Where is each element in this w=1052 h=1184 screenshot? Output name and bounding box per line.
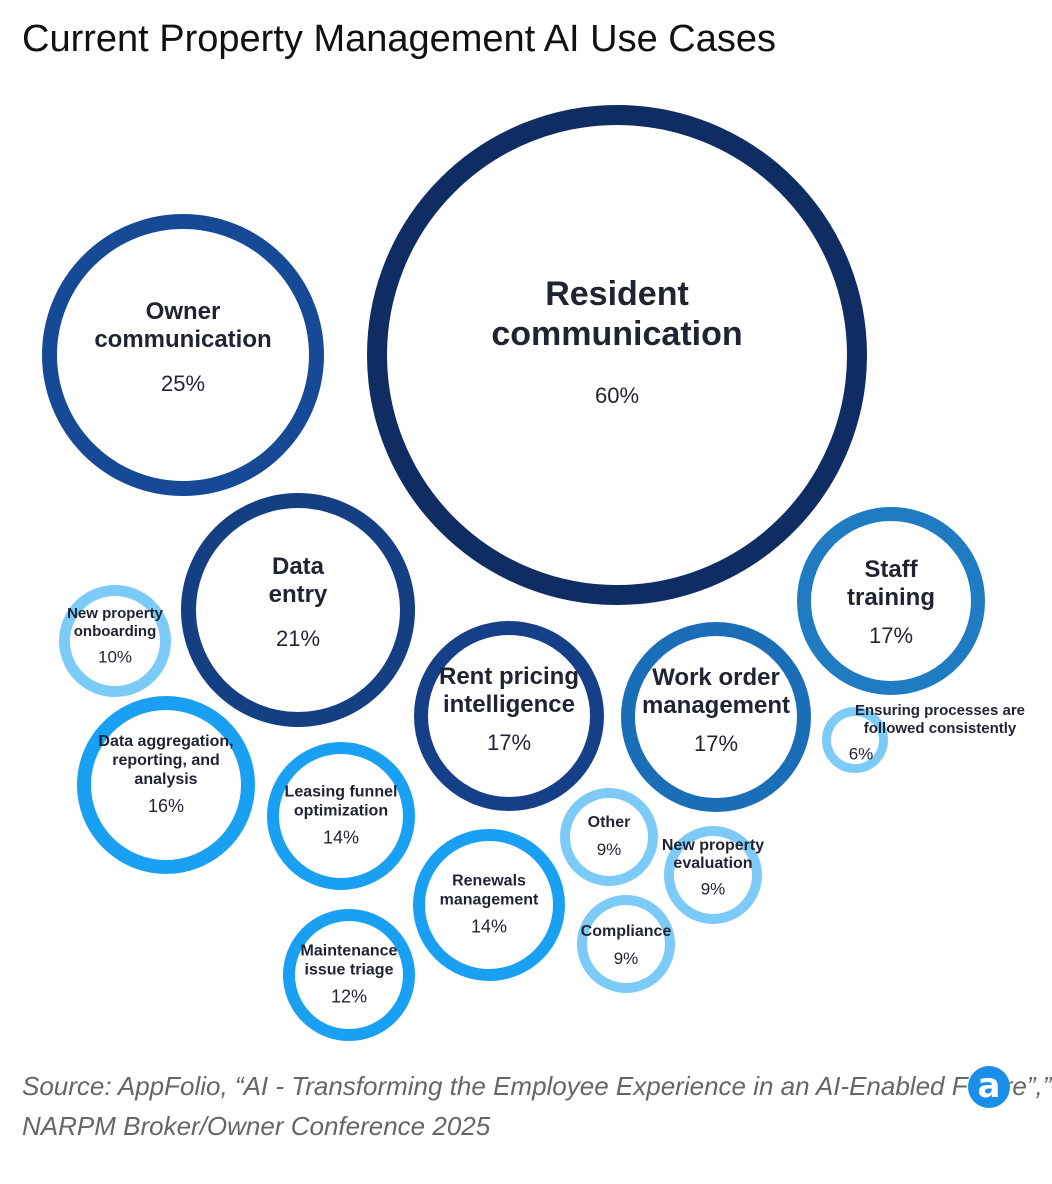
- logo-letter: a: [977, 1066, 1001, 1106]
- source-note: Source: AppFolio, “AI - Transforming the…: [22, 1071, 1052, 1141]
- bubble-label: Work order: [652, 664, 780, 691]
- bubble-value: 17%: [487, 730, 531, 755]
- bubble-value: 17%: [869, 623, 913, 648]
- appfolio-logo: a: [968, 1066, 1010, 1108]
- bubble-circle: [42, 214, 324, 496]
- bubble-label: management: [642, 692, 790, 719]
- bubble-circle: [414, 621, 604, 811]
- bubble-compliance: Compliance 9%: [577, 895, 675, 993]
- bubble-value: 17%: [694, 731, 738, 756]
- bubble-label: entry: [269, 581, 328, 608]
- bubble-label: Leasing funnel: [285, 784, 398, 801]
- bubble-other: Other 9%: [560, 788, 658, 886]
- bubble-label: intelligence: [443, 691, 575, 718]
- bubble-value: 25%: [161, 371, 205, 396]
- bubble-label: training: [847, 584, 935, 611]
- bubble-label: Staff: [864, 556, 918, 583]
- bubble-circle: [367, 105, 867, 605]
- bubble-circle: [797, 507, 985, 695]
- bubble-circle: [59, 585, 171, 697]
- chart-title: Current Property Management AI Use Cases: [22, 18, 777, 60]
- bubble-label: issue triage: [305, 962, 394, 979]
- bubble-value: 16%: [148, 796, 184, 816]
- bubble-label: New property: [662, 837, 764, 854]
- bubble-label: Rent pricing: [439, 663, 579, 690]
- bubble-label: management: [440, 892, 539, 909]
- bubble-label: Owner: [146, 298, 221, 325]
- bubble-label: optimization: [294, 803, 388, 820]
- bubble-label: Compliance: [581, 923, 672, 940]
- bubble-circle: [664, 826, 762, 924]
- bubble-label: Data aggregation,: [98, 733, 233, 750]
- bubble-circle: [77, 696, 255, 874]
- bubble-value: 10%: [98, 648, 132, 667]
- bubble-label: Renewals: [452, 873, 526, 890]
- bubble-value: 21%: [276, 626, 320, 651]
- bubble-label: reporting, and: [112, 752, 220, 769]
- bubble-circle: [413, 829, 565, 981]
- bubble-data-aggregation-reporting-and-analysis: Data aggregation, reporting, and analysis 1…: [77, 696, 255, 874]
- bubble-circle: [181, 493, 415, 727]
- bubble-leasing-funnel-optimization: Leasing funnel optimization 14%: [267, 742, 415, 890]
- bubble-value: 14%: [323, 827, 359, 847]
- bubble-label: Maintenance: [301, 943, 398, 960]
- bubble-renewals-management: Renewals management 14%: [413, 829, 565, 981]
- bubble-label: Ensuring processes are: [855, 702, 1025, 719]
- bubble-label: followed consistently: [864, 720, 1017, 737]
- bubble-label: communication: [491, 315, 742, 353]
- bubble-label: evaluation: [673, 855, 752, 872]
- bubble-label: communication: [94, 326, 271, 353]
- bubble-label: Resident: [545, 275, 689, 313]
- bubble-circle: [267, 742, 415, 890]
- bubble-circle: [621, 622, 811, 812]
- bubble-circle: [283, 909, 415, 1041]
- bubble-value: 12%: [331, 986, 367, 1006]
- bubble-label: Data: [272, 553, 325, 580]
- bubble-value: 6%: [849, 745, 874, 764]
- bubble-value: 9%: [701, 880, 726, 899]
- bubble-label: Other: [588, 814, 631, 831]
- bubble-value: 9%: [614, 949, 639, 968]
- bubble-circle: [822, 707, 888, 773]
- bubble-value: 9%: [597, 840, 622, 859]
- bubble-label: onboarding: [74, 623, 157, 640]
- bubble-circle: [577, 895, 675, 993]
- bubble-label: New property: [67, 605, 164, 622]
- bubble-value: 60%: [595, 383, 639, 408]
- bubble-maintenance-issue-triage: Maintenance issue triage 12%: [283, 909, 415, 1041]
- bubble-circle: [560, 788, 658, 886]
- bubble-label: analysis: [134, 771, 197, 788]
- bubble-value: 14%: [471, 916, 507, 936]
